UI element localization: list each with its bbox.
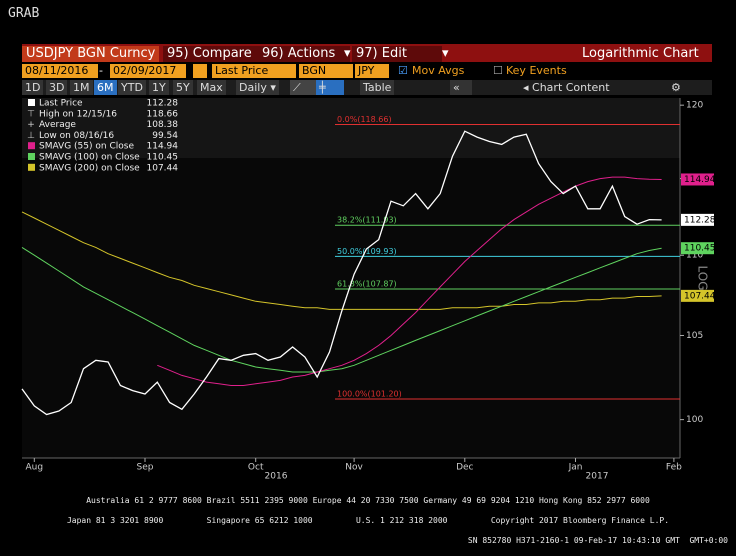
x-tick-label: Oct (248, 463, 264, 473)
table-button[interactable]: Table (360, 80, 395, 95)
legend-value: 99.54 (152, 131, 178, 141)
footer-line: Australia 61 2 9777 8600 Brazil 5511 239… (86, 496, 650, 505)
legend-symbol: ⊤ (27, 109, 35, 119)
screen: GRAB USDJPY BGN Curncy 95) Compare 96) A… (8, 6, 728, 545)
fib-label: 38.2%(111.93) (337, 216, 397, 225)
calendar-icon[interactable] (193, 64, 207, 78)
compare-button[interactable]: 95) Compare (163, 46, 259, 62)
fib-label: 50.0%(109.93) (337, 247, 397, 256)
legend-label: SMAVG (55) on Close (39, 142, 134, 152)
start-date[interactable]: 08/11/2016 (22, 64, 98, 78)
last-value-tag (681, 213, 714, 226)
settings-button[interactable]: ⚙ (671, 81, 681, 94)
footer-line: SN 852780 H371-2160-1 09-Feb-17 10:43:10… (467, 536, 728, 545)
legend-value: 110.45 (147, 153, 179, 163)
moving-average-line (157, 176, 662, 386)
legend-label: Last Price (39, 99, 83, 109)
last-value-tag (681, 173, 714, 186)
currency-select[interactable]: JPY (355, 64, 389, 78)
chart-content-label: Chart Content (532, 81, 610, 94)
period-button[interactable]: 6M (94, 80, 117, 95)
actions-button[interactable]: 96) Actions (258, 46, 350, 62)
y-tick-label: 105 (686, 331, 703, 341)
collapse-button[interactable]: « (450, 80, 472, 95)
key-events-option[interactable]: Key Events (506, 64, 567, 77)
x-tick-label: Aug (26, 463, 44, 473)
legend-value: 118.66 (147, 109, 179, 119)
x-tick-label: Sep (137, 463, 154, 473)
y-tick-label: 110 (686, 251, 703, 261)
window-title: GRAB (8, 6, 40, 21)
legend-swatch (28, 163, 35, 171)
moving-average-line (21, 246, 662, 373)
end-date[interactable]: 02/09/2017 (110, 64, 186, 78)
last-value-label: 107.44 (684, 291, 716, 301)
legend-symbol: + (27, 120, 35, 130)
legend-label: Low on 08/16/16 (39, 131, 114, 141)
chart-name: Logarithmic Chart (582, 46, 699, 61)
legend-label: SMAVG (200) on Close (39, 163, 140, 173)
field-select[interactable]: Last Price (212, 64, 296, 78)
legend-value: 114.94 (147, 142, 179, 152)
chart: 100105110115120LOGAugSepOctNovDecJanFeb2… (21, 98, 716, 482)
dropdown-arrow: ▾ (344, 46, 351, 61)
legend-value: 107.44 (147, 163, 179, 173)
fib-label: 100.0%(101.20) (337, 390, 402, 399)
source-select[interactable]: BGN (299, 64, 353, 78)
last-value-label: 112.28 (684, 215, 716, 225)
period-button[interactable]: 5Y (173, 80, 193, 95)
frequency-select[interactable]: Daily ▾ (236, 80, 279, 95)
mov-avgs-option[interactable]: Mov Avgs (412, 64, 465, 77)
legend-value: 108.38 (147, 120, 179, 130)
line-style-button[interactable]: ⟋ (290, 80, 318, 95)
checkbox[interactable]: ☑ (398, 64, 408, 77)
fib-label: 61.8%(107.87) (337, 279, 397, 288)
x-tick-label: Feb (666, 463, 682, 473)
footer-line: Japan 81 3 3201 8900 Singapore 65 6212 1… (66, 516, 670, 525)
x-tick-label: Jan (568, 463, 583, 473)
fib-label: 0.0%(118.66) (337, 115, 392, 124)
legend-label: SMAVG (100) on Close (39, 153, 140, 163)
chart-content-button[interactable]: ◂ Chart Content (520, 80, 613, 95)
bar-style-button[interactable]: ╪ (316, 80, 344, 95)
frequency-label: Daily (239, 81, 267, 94)
price-line (21, 130, 662, 416)
period-button[interactable]: 1M (70, 80, 93, 95)
plot-band (22, 98, 680, 158)
footer: Australia 61 2 9777 8600 Brazil 5511 239… (0, 486, 736, 556)
date-separator: - (99, 64, 103, 77)
x-tick-label: Dec (456, 463, 473, 473)
y-tick-label: 100 (686, 415, 703, 425)
period-button[interactable]: 1D (22, 80, 44, 95)
last-value-tag (681, 242, 714, 255)
legend-swatch (28, 153, 35, 160)
legend-label: High on 12/15/16 (39, 109, 117, 119)
y-axis-label: LOG (696, 265, 710, 290)
security-field[interactable]: USDJPY BGN Curncy (22, 46, 160, 62)
legend-swatch (28, 99, 35, 106)
checkbox[interactable]: ☐ (493, 64, 503, 77)
menu-arrow: ◂ (523, 81, 533, 94)
dropdown-arrow: ▾ (442, 46, 449, 61)
x-group-label: 2017 (586, 472, 609, 482)
last-value-label: 114.94 (684, 175, 716, 185)
legend-symbol: ⊥ (27, 131, 35, 141)
legend-swatch (28, 142, 35, 150)
legend-value: 112.28 (147, 99, 179, 109)
x-tick-label: Nov (345, 463, 363, 473)
legend-label: Average (39, 120, 76, 130)
x-group-label: 2016 (265, 472, 288, 482)
period-button[interactable]: 1Y (149, 80, 169, 95)
last-value-label: 110.45 (684, 244, 716, 254)
y-tick-label: 120 (686, 101, 703, 111)
period-button[interactable]: Max (197, 80, 226, 95)
edit-button[interactable]: 97) Edit (352, 46, 442, 62)
period-button[interactable]: YTD (118, 80, 146, 95)
period-button[interactable]: 3D (46, 80, 68, 95)
last-value-tag (681, 289, 714, 302)
